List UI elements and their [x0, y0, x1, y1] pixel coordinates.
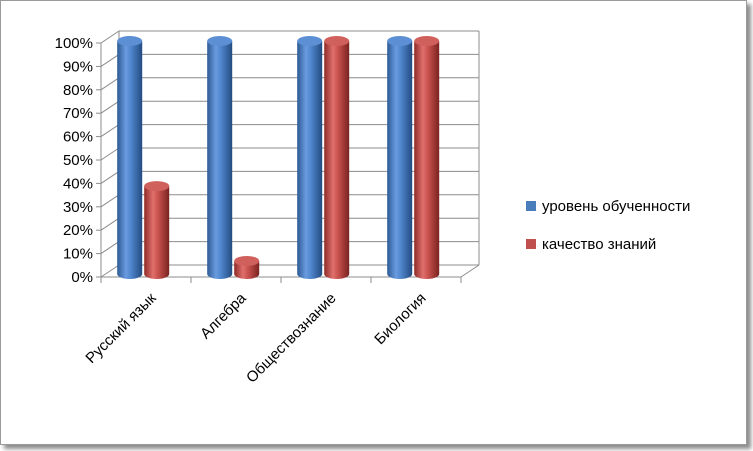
- gridline-diagonal: [100, 30, 120, 44]
- gridline-diagonal: [100, 217, 120, 231]
- bar: [387, 36, 413, 279]
- bar-body: [387, 41, 413, 279]
- bar-body: [414, 41, 440, 279]
- bar: [207, 36, 233, 279]
- x-category-label: Биология: [371, 290, 429, 348]
- gridline-diagonal: [100, 124, 120, 138]
- bar: [234, 255, 260, 279]
- y-tick-label: 0%: [71, 269, 93, 286]
- y-tick-label: 50%: [63, 152, 93, 169]
- y-ticks: 0% 10% 20% 30% 40% 50% 60% 70% 80% 90% 100%: [55, 35, 93, 286]
- floor-edge: [460, 264, 480, 278]
- legend-swatch: [526, 239, 536, 249]
- y-tick-label: 100%: [55, 35, 93, 52]
- bar-body: [117, 41, 143, 279]
- bars: [117, 36, 440, 279]
- y-tick-label: 70%: [63, 105, 93, 122]
- bar-top: [297, 36, 323, 46]
- gridline-diagonal: [100, 100, 120, 114]
- bar-top: [144, 181, 170, 192]
- x-category-label: Обществознание: [243, 290, 340, 387]
- bar-top: [117, 36, 143, 46]
- bar-top: [414, 36, 440, 46]
- bar-top: [324, 36, 350, 46]
- gridline-diagonal: [100, 194, 120, 208]
- chart-frame: 0% 10% 20% 30% 40% 50% 60% 70% 80% 90% 100% Русски…: [0, 0, 747, 445]
- legend-label: качество знаний: [542, 236, 656, 253]
- gridline-diagonal: [100, 53, 120, 67]
- bar-body: [297, 41, 323, 279]
- gridline-diagonal: [100, 241, 120, 255]
- x-category-label: Алгебра: [197, 289, 250, 342]
- bar: [297, 36, 323, 279]
- bar-top: [387, 36, 413, 46]
- bar-chart: 0% 10% 20% 30% 40% 50% 60% 70% 80% 90% 100% Русски…: [55, 30, 690, 386]
- y-tick-label: 60%: [63, 129, 93, 146]
- y-tick-label: 20%: [63, 222, 93, 239]
- legend: уровень обученности качество знаний: [526, 198, 690, 253]
- y-tick-label: 80%: [63, 82, 93, 99]
- gridline-diagonal: [100, 170, 120, 184]
- legend-label: уровень обученности: [542, 198, 690, 215]
- bar-body: [144, 186, 170, 279]
- bar: [324, 36, 350, 279]
- gridline-diagonal: [100, 147, 120, 161]
- x-category-label: Русский язык: [82, 290, 160, 368]
- y-tick-label: 10%: [63, 246, 93, 263]
- y-tick-label: 40%: [63, 175, 93, 192]
- legend-swatch: [526, 201, 536, 211]
- gridline-diagonal: [100, 77, 120, 91]
- y-tick-label: 30%: [63, 199, 93, 216]
- bar-body: [234, 260, 260, 279]
- bar: [414, 36, 440, 279]
- bar: [117, 36, 143, 279]
- bar-top: [207, 36, 233, 46]
- bar: [144, 181, 170, 279]
- bar-top: [234, 255, 260, 266]
- gridline-diagonal: [100, 264, 120, 278]
- y-tick-label: 90%: [63, 58, 93, 75]
- bar-body: [324, 41, 350, 279]
- bar-body: [207, 41, 233, 279]
